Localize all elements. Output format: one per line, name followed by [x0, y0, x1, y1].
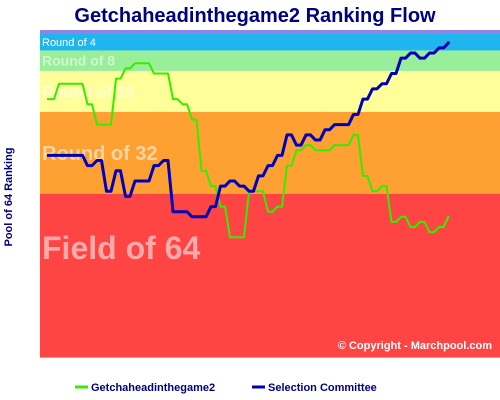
- band-round-of-4: [40, 34, 500, 51]
- y-axis-label: Pool of 64 Ranking: [3, 147, 15, 246]
- legend-label: Selection Committee: [268, 382, 377, 394]
- band-label: Round of 16: [42, 84, 135, 101]
- band-round-of-8: [40, 50, 500, 71]
- chart-title: Getchaheadinthegame2 Ranking Flow: [74, 5, 436, 27]
- top-band: [40, 30, 500, 34]
- band-label: Round of 8: [42, 53, 115, 69]
- round-bands: [40, 30, 500, 358]
- band-label: Round of 4: [42, 37, 96, 49]
- series-line-selection-committee: [47, 41, 450, 219]
- legend-label: Getchaheadinthegame2: [91, 382, 215, 394]
- band-field-of-64: [40, 193, 500, 358]
- round-band-labels: Round of 4 Round of 8 Round of 16 Round of …: [42, 37, 200, 266]
- band-label: Round of 32: [42, 143, 158, 165]
- series-lines: [47, 41, 450, 239]
- copyright-text: © Copyright - Marchpool.com: [338, 340, 492, 352]
- band-label: Field of 64: [42, 230, 200, 266]
- legend: Getchaheadinthegame2 Selection Committee: [75, 382, 377, 394]
- band-round-of-32: [40, 111, 500, 194]
